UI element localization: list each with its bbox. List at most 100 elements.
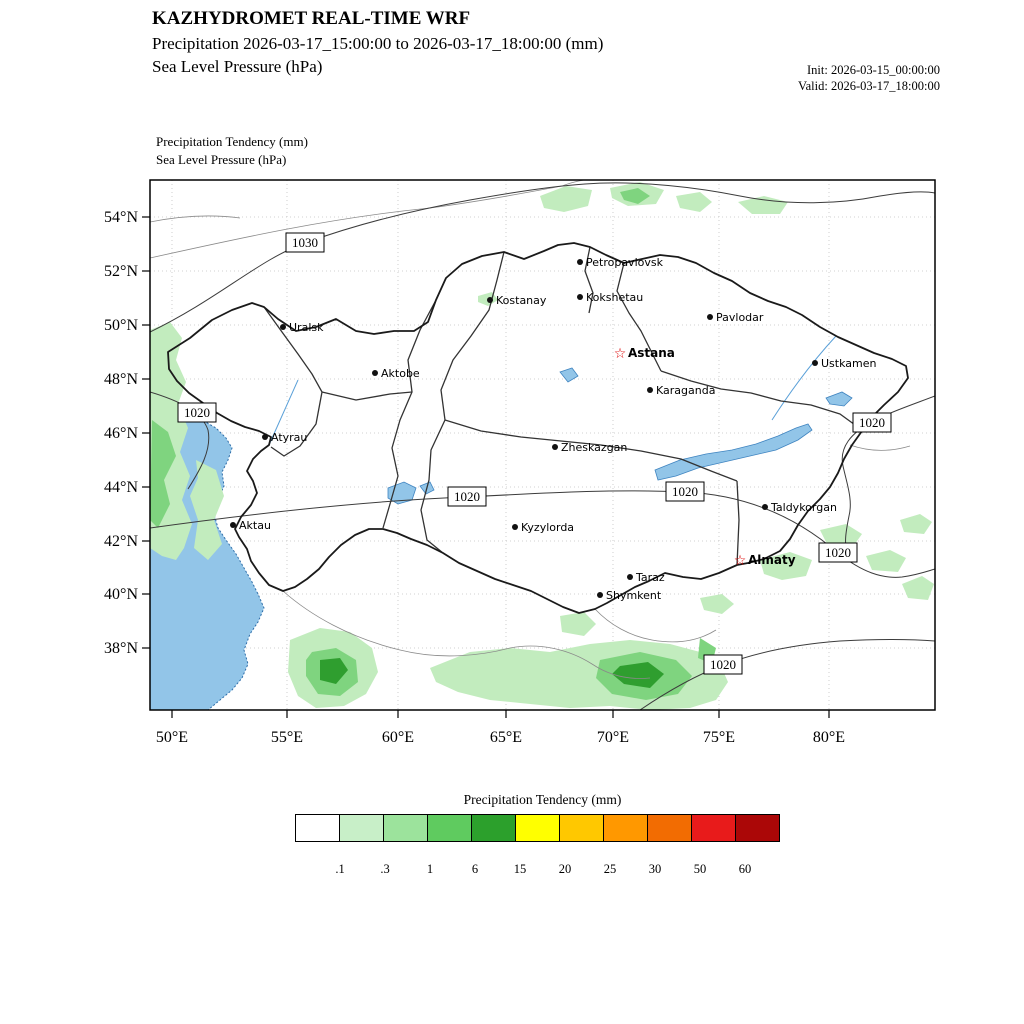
valid-time: Valid: 2026-03-17_18:00:00 bbox=[797, 79, 940, 94]
irtysh-river bbox=[771, 335, 837, 421]
oblast-border-aktobe-east bbox=[382, 299, 437, 529]
y-tick-label: 50°N bbox=[104, 317, 138, 334]
oblast-border-karaganda-south bbox=[444, 419, 738, 482]
init-time: Init: 2026-03-15_00:00:00 bbox=[807, 63, 940, 77]
precip-area-east-edge bbox=[902, 576, 934, 600]
colorbar-cell bbox=[515, 814, 560, 842]
uzbekistan-border-line bbox=[282, 590, 651, 679]
pressure-label: 1020 bbox=[825, 545, 851, 560]
city-label: Atyrau bbox=[271, 431, 307, 444]
colorbar-cell bbox=[383, 814, 428, 842]
pressure-label-box bbox=[285, 232, 325, 253]
pressure-labels-layer: 1030 1020 1020 1020 1020 1020 1020 bbox=[177, 232, 892, 675]
city-label: Almaty bbox=[748, 553, 796, 567]
city-label: Kyzylorda bbox=[521, 521, 574, 534]
y-tick-label: 54°N bbox=[104, 209, 138, 226]
pressure-label-box bbox=[703, 654, 743, 675]
precip-area-southeast-4 bbox=[900, 514, 932, 534]
city-dot-icon bbox=[512, 524, 518, 530]
city-dot-icon bbox=[812, 360, 818, 366]
precip-area-southeast-1 bbox=[760, 552, 812, 580]
city-label: Aktau bbox=[239, 519, 271, 532]
pressure-label: 1020 bbox=[710, 657, 736, 672]
x-tick-label: 65°E bbox=[490, 729, 522, 746]
russia-border-line bbox=[150, 185, 563, 259]
oblast-border-karaganda-east bbox=[660, 370, 863, 431]
cities-layer: Petropavlovsk Kostanay Kokshetau Pavlodar Ur… bbox=[230, 256, 876, 602]
precip-area-southwest-max bbox=[320, 658, 348, 684]
city-dot-icon bbox=[577, 259, 583, 265]
city-star-icon: ☆ bbox=[614, 346, 627, 362]
city-label: Taraz bbox=[635, 571, 665, 584]
city-label: Zheskazgan bbox=[561, 441, 627, 454]
colorbar-tick-label: .1 bbox=[335, 862, 345, 876]
lake-balkhash bbox=[654, 423, 813, 481]
city-label: Taldykorgan bbox=[770, 501, 837, 514]
city-dot-icon bbox=[577, 294, 583, 300]
x-tick-label: 60°E bbox=[382, 729, 414, 746]
x-tick-label: 70°E bbox=[597, 729, 629, 746]
city-star-icon: ☆ bbox=[734, 553, 747, 569]
colorbar-cell bbox=[735, 814, 780, 842]
precip-area-shymkent bbox=[560, 612, 596, 636]
map-frame bbox=[149, 179, 936, 711]
pressure-label-box bbox=[852, 412, 892, 433]
city-dot-icon bbox=[230, 522, 236, 528]
colorbar-tick-label: 1 bbox=[426, 862, 434, 876]
lake-zaysan bbox=[825, 391, 853, 407]
city-label: Shymkent bbox=[606, 589, 662, 602]
city-label: Uralsk bbox=[289, 321, 324, 334]
city-label: Pavlodar bbox=[716, 311, 764, 324]
oblast-border-almaty-west bbox=[736, 480, 740, 566]
colorbar bbox=[295, 814, 780, 842]
kyrgyzstan-border-line bbox=[594, 608, 717, 643]
region-borders bbox=[263, 246, 863, 566]
precip-area-southeast-5 bbox=[700, 594, 734, 614]
city-label: Petropavlovsk bbox=[586, 256, 664, 269]
precip-area-mangystau bbox=[190, 460, 224, 560]
colorbar-cell bbox=[339, 814, 384, 842]
precip-area-southeast-3 bbox=[866, 550, 906, 572]
y-tick-label: 44°N bbox=[104, 479, 138, 496]
oblast-border-connector bbox=[321, 391, 413, 401]
city-label: Kokshetau bbox=[586, 291, 643, 304]
pressure-label: 1030 bbox=[292, 235, 318, 250]
contour-1020-south bbox=[639, 639, 935, 710]
y-tick-label: 42°N bbox=[104, 533, 138, 550]
city-label: Karaganda bbox=[656, 384, 715, 397]
colorbar-tick-label: 30 bbox=[648, 862, 662, 876]
x-tick-label: 50°E bbox=[156, 729, 188, 746]
y-tick-label: 38°N bbox=[104, 640, 138, 657]
city-dot-icon bbox=[627, 574, 633, 580]
pressure-label: 1020 bbox=[454, 489, 480, 504]
lake-tengiz bbox=[559, 367, 579, 383]
legend-precip-line: Precipitation Tendency (mm) bbox=[156, 134, 308, 149]
y-tick-label: 48°N bbox=[104, 371, 138, 388]
city-dot-icon bbox=[372, 370, 378, 376]
precip-area-south-max bbox=[612, 662, 664, 688]
oblast-border-kostanay bbox=[420, 251, 505, 554]
y-tick-label: 46°N bbox=[104, 425, 138, 442]
precip-area-north-4 bbox=[738, 196, 788, 214]
city-dot-icon bbox=[262, 434, 268, 440]
colorbar-tick-label: .3 bbox=[380, 862, 390, 876]
pressure-label-box bbox=[665, 481, 705, 502]
colorbar-tick-label: 25 bbox=[603, 862, 617, 876]
colorbar-cell bbox=[691, 814, 736, 842]
axis-ticks-layer: 50°E 55°E 60°E 65°E 70°E 75°E 80°E 54°N 52°N 50°N… bbox=[104, 209, 845, 746]
colorbar-tick-label: 50 bbox=[693, 862, 707, 876]
city-label: Kostanay bbox=[496, 294, 547, 307]
colorbar-cell bbox=[471, 814, 516, 842]
colorbar-cell bbox=[603, 814, 648, 842]
precip-area-north-1 bbox=[540, 186, 592, 212]
city-dot-icon bbox=[597, 592, 603, 598]
colorbar-tick-label: 15 bbox=[513, 862, 527, 876]
legend-slp-line: Sea Level Pressure (hPa) bbox=[156, 151, 287, 167]
pressure-label-box bbox=[177, 402, 217, 423]
precip-area-north-core bbox=[620, 188, 650, 204]
pressure-label-box bbox=[818, 542, 858, 563]
pressure-label: 1020 bbox=[859, 415, 885, 430]
pressure-label: 1020 bbox=[184, 405, 210, 420]
city-label: Aktobe bbox=[381, 367, 420, 380]
